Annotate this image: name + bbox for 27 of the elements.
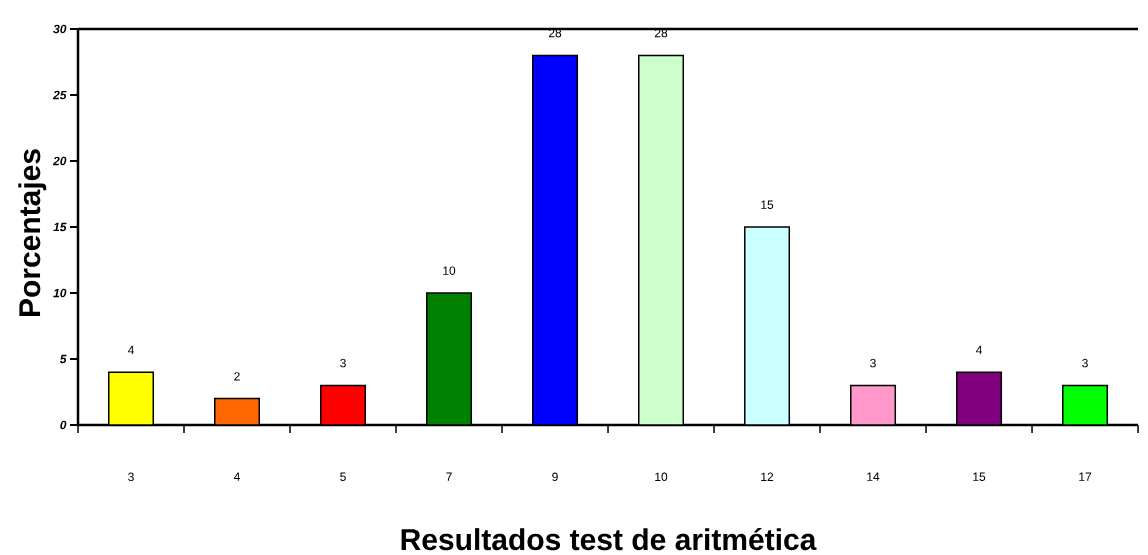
- x-tick-label: 4: [233, 472, 240, 481]
- x-tick-label: 12: [761, 472, 774, 481]
- x-tick-label: 10: [655, 472, 668, 482]
- y-tick-label: 0: [60, 420, 67, 430]
- data-label: 10: [443, 266, 456, 275]
- y-tick-label: 25: [52, 90, 67, 100]
- data-label: 2: [234, 372, 240, 381]
- x-tick-label: 9: [552, 472, 558, 482]
- data-label: 4: [127, 345, 134, 355]
- y-tick-label: 20: [52, 156, 67, 166]
- x-tick-label: 17: [1079, 472, 1092, 481]
- data-label: 15: [761, 200, 774, 209]
- y-tick-label: 15: [53, 222, 67, 232]
- y-tick-label: 10: [53, 288, 67, 298]
- x-tick-label: 15: [973, 472, 986, 481]
- data-label: 3: [870, 358, 876, 368]
- y-tick-label: 5: [59, 354, 67, 364]
- x-tick-label: 3: [128, 472, 134, 482]
- data-label: 3: [1082, 358, 1088, 368]
- y-tick-label: 30: [53, 24, 67, 34]
- data-label: 4: [975, 345, 983, 355]
- x-axis-title: Resultados test de aritmética: [401, 527, 817, 551]
- y-axis-title: Porcentajes: [18, 149, 47, 317]
- x-tick-label: 14: [867, 472, 880, 481]
- x-tick-label: 5: [340, 472, 346, 481]
- data-label: 3: [340, 358, 346, 368]
- x-tick-label: 7: [446, 472, 452, 481]
